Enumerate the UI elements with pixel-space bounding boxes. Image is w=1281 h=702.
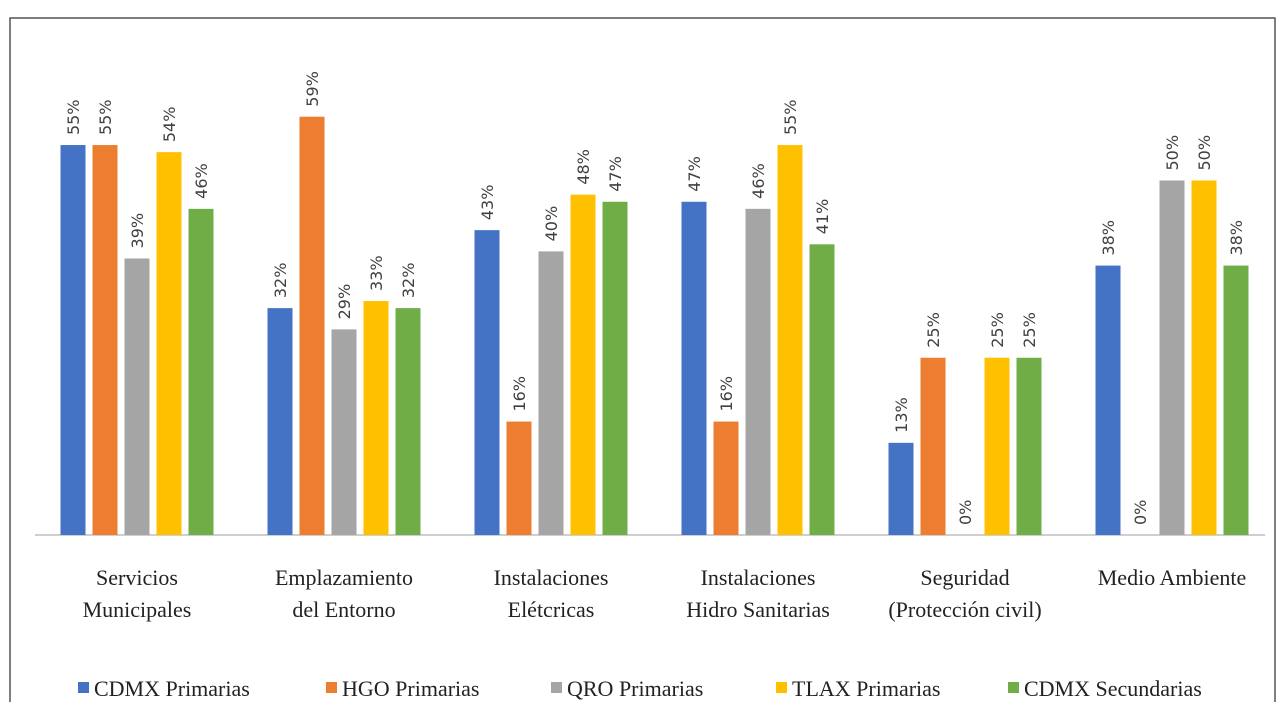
legend-swatch	[776, 682, 787, 693]
x-tick-label-line: Medio Ambiente	[1098, 565, 1246, 590]
value-label: 47%	[606, 156, 625, 192]
value-label: 55%	[64, 99, 83, 135]
value-label: 25%	[988, 312, 1007, 348]
legend-label: CDMX Secundarias	[1024, 676, 1202, 701]
x-tick-label: Instalaciones Hidro Sanitarias	[686, 565, 830, 622]
legend-label: HGO Primarias	[342, 676, 479, 701]
bar	[570, 194, 596, 535]
value-label: 39%	[128, 213, 147, 249]
bar	[1016, 357, 1042, 535]
bar	[809, 244, 835, 535]
x-tick-label-line: Instalaciones	[494, 565, 609, 590]
x-tick-label: Seguridad (Protección civil)	[888, 565, 1041, 622]
x-tick-label-line: Elétcricas	[508, 597, 595, 622]
bar	[538, 251, 564, 535]
x-tick-label-line: Emplazamiento	[275, 565, 413, 590]
bar	[156, 152, 182, 535]
bar	[506, 421, 532, 535]
bar	[713, 421, 739, 535]
value-label: 32%	[271, 263, 290, 299]
x-tick-label-line: Instalaciones	[701, 565, 816, 590]
x-tick-label-line: (Protección civil)	[888, 597, 1041, 622]
value-label: 54%	[160, 107, 179, 143]
legend-label: QRO Primarias	[567, 676, 703, 701]
bar	[1159, 180, 1185, 535]
value-label: 0%	[1131, 500, 1150, 525]
x-tick-label-line: del Entorno	[292, 597, 395, 622]
bar	[745, 208, 771, 536]
bar	[681, 201, 707, 535]
bar	[267, 308, 293, 535]
bar	[331, 329, 357, 535]
value-label: 43%	[478, 185, 497, 221]
value-label: 29%	[335, 284, 354, 320]
bar	[984, 357, 1010, 535]
value-label: 50%	[1195, 135, 1214, 171]
bar	[474, 230, 500, 535]
bar	[1223, 265, 1249, 535]
legend-label: TLAX Primarias	[792, 676, 940, 701]
x-tick-label: Emplazamiento del Entorno	[275, 565, 413, 622]
bar	[888, 442, 914, 535]
legend-swatch	[78, 682, 89, 693]
bar	[395, 308, 421, 535]
x-tick-label-line: Servicios	[96, 565, 178, 590]
x-tick-label: Instalaciones Elétcricas	[494, 565, 609, 622]
value-label: 47%	[685, 156, 704, 192]
bar	[188, 208, 214, 536]
value-label: 33%	[367, 255, 386, 291]
value-label: 0%	[956, 500, 975, 525]
x-tick-label-line: Seguridad	[920, 565, 1009, 590]
value-label: 38%	[1227, 220, 1246, 256]
value-label: 55%	[781, 99, 800, 135]
bar	[920, 357, 946, 535]
value-label: 25%	[1020, 312, 1039, 348]
value-label: 25%	[924, 312, 943, 348]
frame	[9, 17, 1276, 702]
value-label: 50%	[1163, 135, 1182, 171]
value-label: 40%	[542, 206, 561, 242]
legend-swatch	[1008, 682, 1019, 693]
bar	[299, 116, 325, 535]
value-label: 41%	[813, 199, 832, 235]
value-label: 55%	[96, 99, 115, 135]
value-label: 46%	[192, 163, 211, 199]
value-label: 46%	[749, 163, 768, 199]
value-label: 32%	[399, 263, 418, 299]
legend-label: CDMX Primarias	[94, 676, 250, 701]
legend-swatch	[551, 682, 562, 693]
bar	[92, 145, 118, 536]
value-label: 38%	[1099, 220, 1118, 256]
value-label: 59%	[303, 71, 322, 107]
x-tick-label-line: Municipales	[83, 597, 192, 622]
bar	[1191, 180, 1217, 535]
value-label: 16%	[717, 376, 736, 412]
x-tick-label: Servicios Municipales	[83, 565, 192, 622]
value-label: 16%	[510, 376, 529, 412]
bar	[602, 201, 628, 535]
bar	[1095, 265, 1121, 535]
bar	[363, 301, 389, 535]
value-label: 48%	[574, 149, 593, 185]
x-tick-label-line: Hidro Sanitarias	[686, 597, 830, 622]
legend-swatch	[326, 682, 337, 693]
bar	[60, 145, 86, 536]
value-label: 13%	[892, 397, 911, 433]
x-tick-label: Medio Ambiente	[1098, 565, 1246, 590]
bar	[124, 258, 150, 535]
bar	[777, 145, 803, 536]
